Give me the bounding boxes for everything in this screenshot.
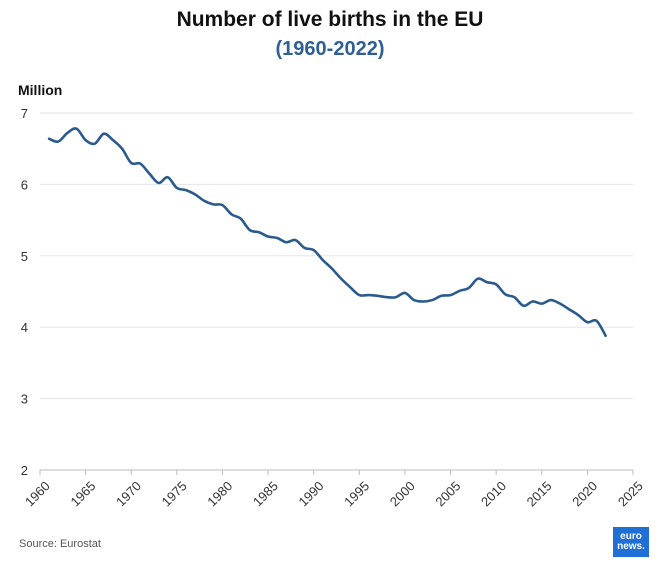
x-tick-label: 1980 (204, 478, 235, 509)
logo-text-line-2: news. (617, 541, 645, 552)
chart-subtitle: (1960-2022) (275, 38, 385, 60)
y-tick-labels: 2 3 4 5 6 7 (21, 106, 28, 478)
x-tick-label: 2025 (615, 478, 646, 509)
x-tick-label: 2000 (387, 478, 418, 509)
x-tick-label: 2015 (524, 478, 555, 509)
y-tick-label: 3 (21, 392, 28, 407)
x-tick-label: 1995 (341, 478, 372, 509)
grid-lines (40, 112, 633, 471)
x-tick-label: 1970 (113, 478, 144, 509)
euronews-logo: euro news. (613, 527, 649, 557)
chart-title: Number of live births in the EU (176, 8, 484, 31)
x-tick-labels: 1960 1965 1970 1975 1980 1985 1990 1995 2000 2005… (22, 470, 646, 509)
series-line (47, 127, 607, 338)
logo-text-line-1: euro (620, 531, 642, 542)
y-axis-unit-label: Million (18, 82, 63, 98)
x-tick-label: 2010 (478, 478, 509, 509)
x-tick-label: 2005 (432, 478, 463, 509)
y-tick-label: 5 (21, 249, 28, 264)
x-tick-label: 1965 (67, 478, 98, 509)
x-tick-label: 1960 (22, 478, 53, 509)
y-tick-label: 2 (21, 463, 28, 478)
source-note: Source: Eurostat (19, 538, 101, 550)
y-tick-label: 7 (21, 106, 28, 121)
x-tick-label: 1990 (296, 478, 327, 509)
x-tick-label: 1985 (250, 478, 281, 509)
x-tick-label: 2020 (569, 478, 600, 509)
y-tick-label: 6 (21, 177, 28, 192)
x-tick-label: 1975 (159, 478, 190, 509)
y-tick-label: 4 (21, 320, 28, 335)
